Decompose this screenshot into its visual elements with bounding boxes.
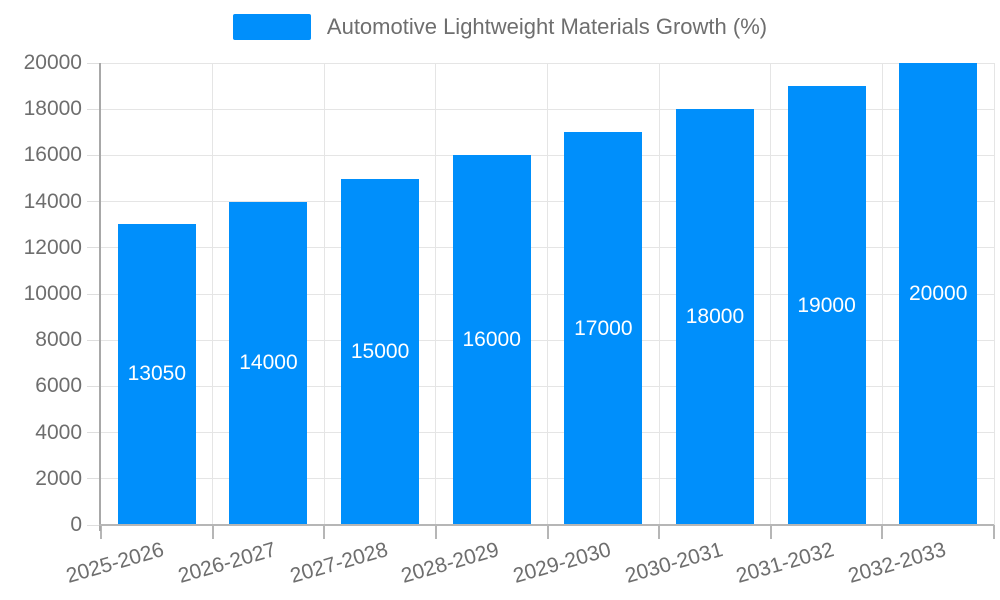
- x-axis-tick: [993, 525, 995, 539]
- x-axis-tick: [658, 525, 661, 539]
- v-gridline: [212, 63, 214, 525]
- legend-label: Automotive Lightweight Materials Growth …: [326, 14, 768, 39]
- y-axis-tick-label: 20000: [23, 51, 82, 74]
- y-axis-tick: [87, 524, 101, 526]
- x-axis-line: [99, 524, 994, 526]
- bar[interactable]: [564, 132, 643, 524]
- bar-value-label: 13050: [127, 362, 187, 386]
- y-axis-line: [99, 63, 101, 531]
- x-axis-tick-label: 2031-2032: [733, 538, 837, 588]
- bar[interactable]: [341, 178, 420, 524]
- v-gridline: [881, 63, 883, 525]
- bar-value-label: 17000: [574, 316, 633, 340]
- x-axis-tick-label: 2032-2033: [845, 538, 949, 588]
- y-axis-tick-label: 16000: [23, 143, 82, 167]
- x-axis-tick: [769, 525, 772, 539]
- y-axis-tick: [87, 201, 101, 203]
- bar[interactable]: [229, 201, 308, 524]
- y-axis-tick: [87, 247, 101, 249]
- v-gridline: [547, 63, 548, 525]
- v-gridline: [770, 63, 772, 525]
- bar-value-label: 15000: [350, 339, 410, 363]
- x-axis-tick: [323, 525, 326, 539]
- x-axis-tick: [434, 525, 437, 539]
- bar-value-label: 18000: [685, 305, 745, 329]
- x-axis-tick-label: 2026-2027: [175, 538, 279, 588]
- y-axis-tick: [87, 154, 101, 156]
- y-axis-tick: [87, 339, 101, 341]
- legend[interactable]: Automotive Lightweight Materials Growth …: [0, 14, 1000, 40]
- x-axis-tick-label: 2027-2028: [287, 538, 391, 588]
- y-axis-tick-label: 4000: [35, 420, 82, 444]
- y-axis-tick: [87, 62, 101, 64]
- bar[interactable]: [899, 63, 978, 524]
- y-axis-tick-label: 2000: [35, 466, 82, 490]
- x-axis-tick-label: 2025-2026: [63, 538, 167, 588]
- x-axis-tick-label: 2029-2030: [510, 538, 614, 588]
- bar[interactable]: [452, 155, 531, 524]
- x-axis-tick-label: 2030-2031: [622, 538, 726, 588]
- x-axis-tick: [211, 525, 214, 539]
- bar[interactable]: [787, 86, 866, 524]
- y-axis-tick: [87, 293, 101, 295]
- y-axis-tick-label: 8000: [35, 328, 82, 352]
- bar[interactable]: [675, 109, 754, 524]
- bar-value-label: 14000: [239, 351, 298, 375]
- y-axis-tick-label: 14000: [23, 189, 82, 213]
- v-gridline: [323, 63, 325, 525]
- y-axis-tick-label: 12000: [23, 235, 82, 259]
- bar[interactable]: [117, 223, 196, 524]
- x-axis-tick: [881, 525, 884, 539]
- y-axis-tick-label: 10000: [23, 282, 82, 305]
- v-gridline: [435, 63, 437, 525]
- y-axis-tick: [87, 432, 101, 434]
- bar-value-label: 20000: [908, 282, 968, 305]
- x-axis-tick-label: 2028-2029: [398, 538, 502, 588]
- y-axis-tick: [87, 385, 101, 387]
- y-axis-tick-label: 0: [70, 513, 82, 536]
- v-gridline: [993, 63, 995, 525]
- x-axis-tick: [100, 525, 102, 539]
- y-axis-tick-label: 6000: [35, 374, 82, 398]
- bar-value-label: 16000: [462, 328, 521, 352]
- v-gridline: [658, 63, 660, 525]
- y-axis-tick: [87, 108, 101, 110]
- legend-swatch: [232, 14, 311, 40]
- x-axis-tick: [546, 525, 549, 539]
- y-axis-tick-label: 18000: [23, 97, 82, 121]
- y-axis-tick: [87, 478, 101, 480]
- bar-value-label: 19000: [797, 293, 856, 317]
